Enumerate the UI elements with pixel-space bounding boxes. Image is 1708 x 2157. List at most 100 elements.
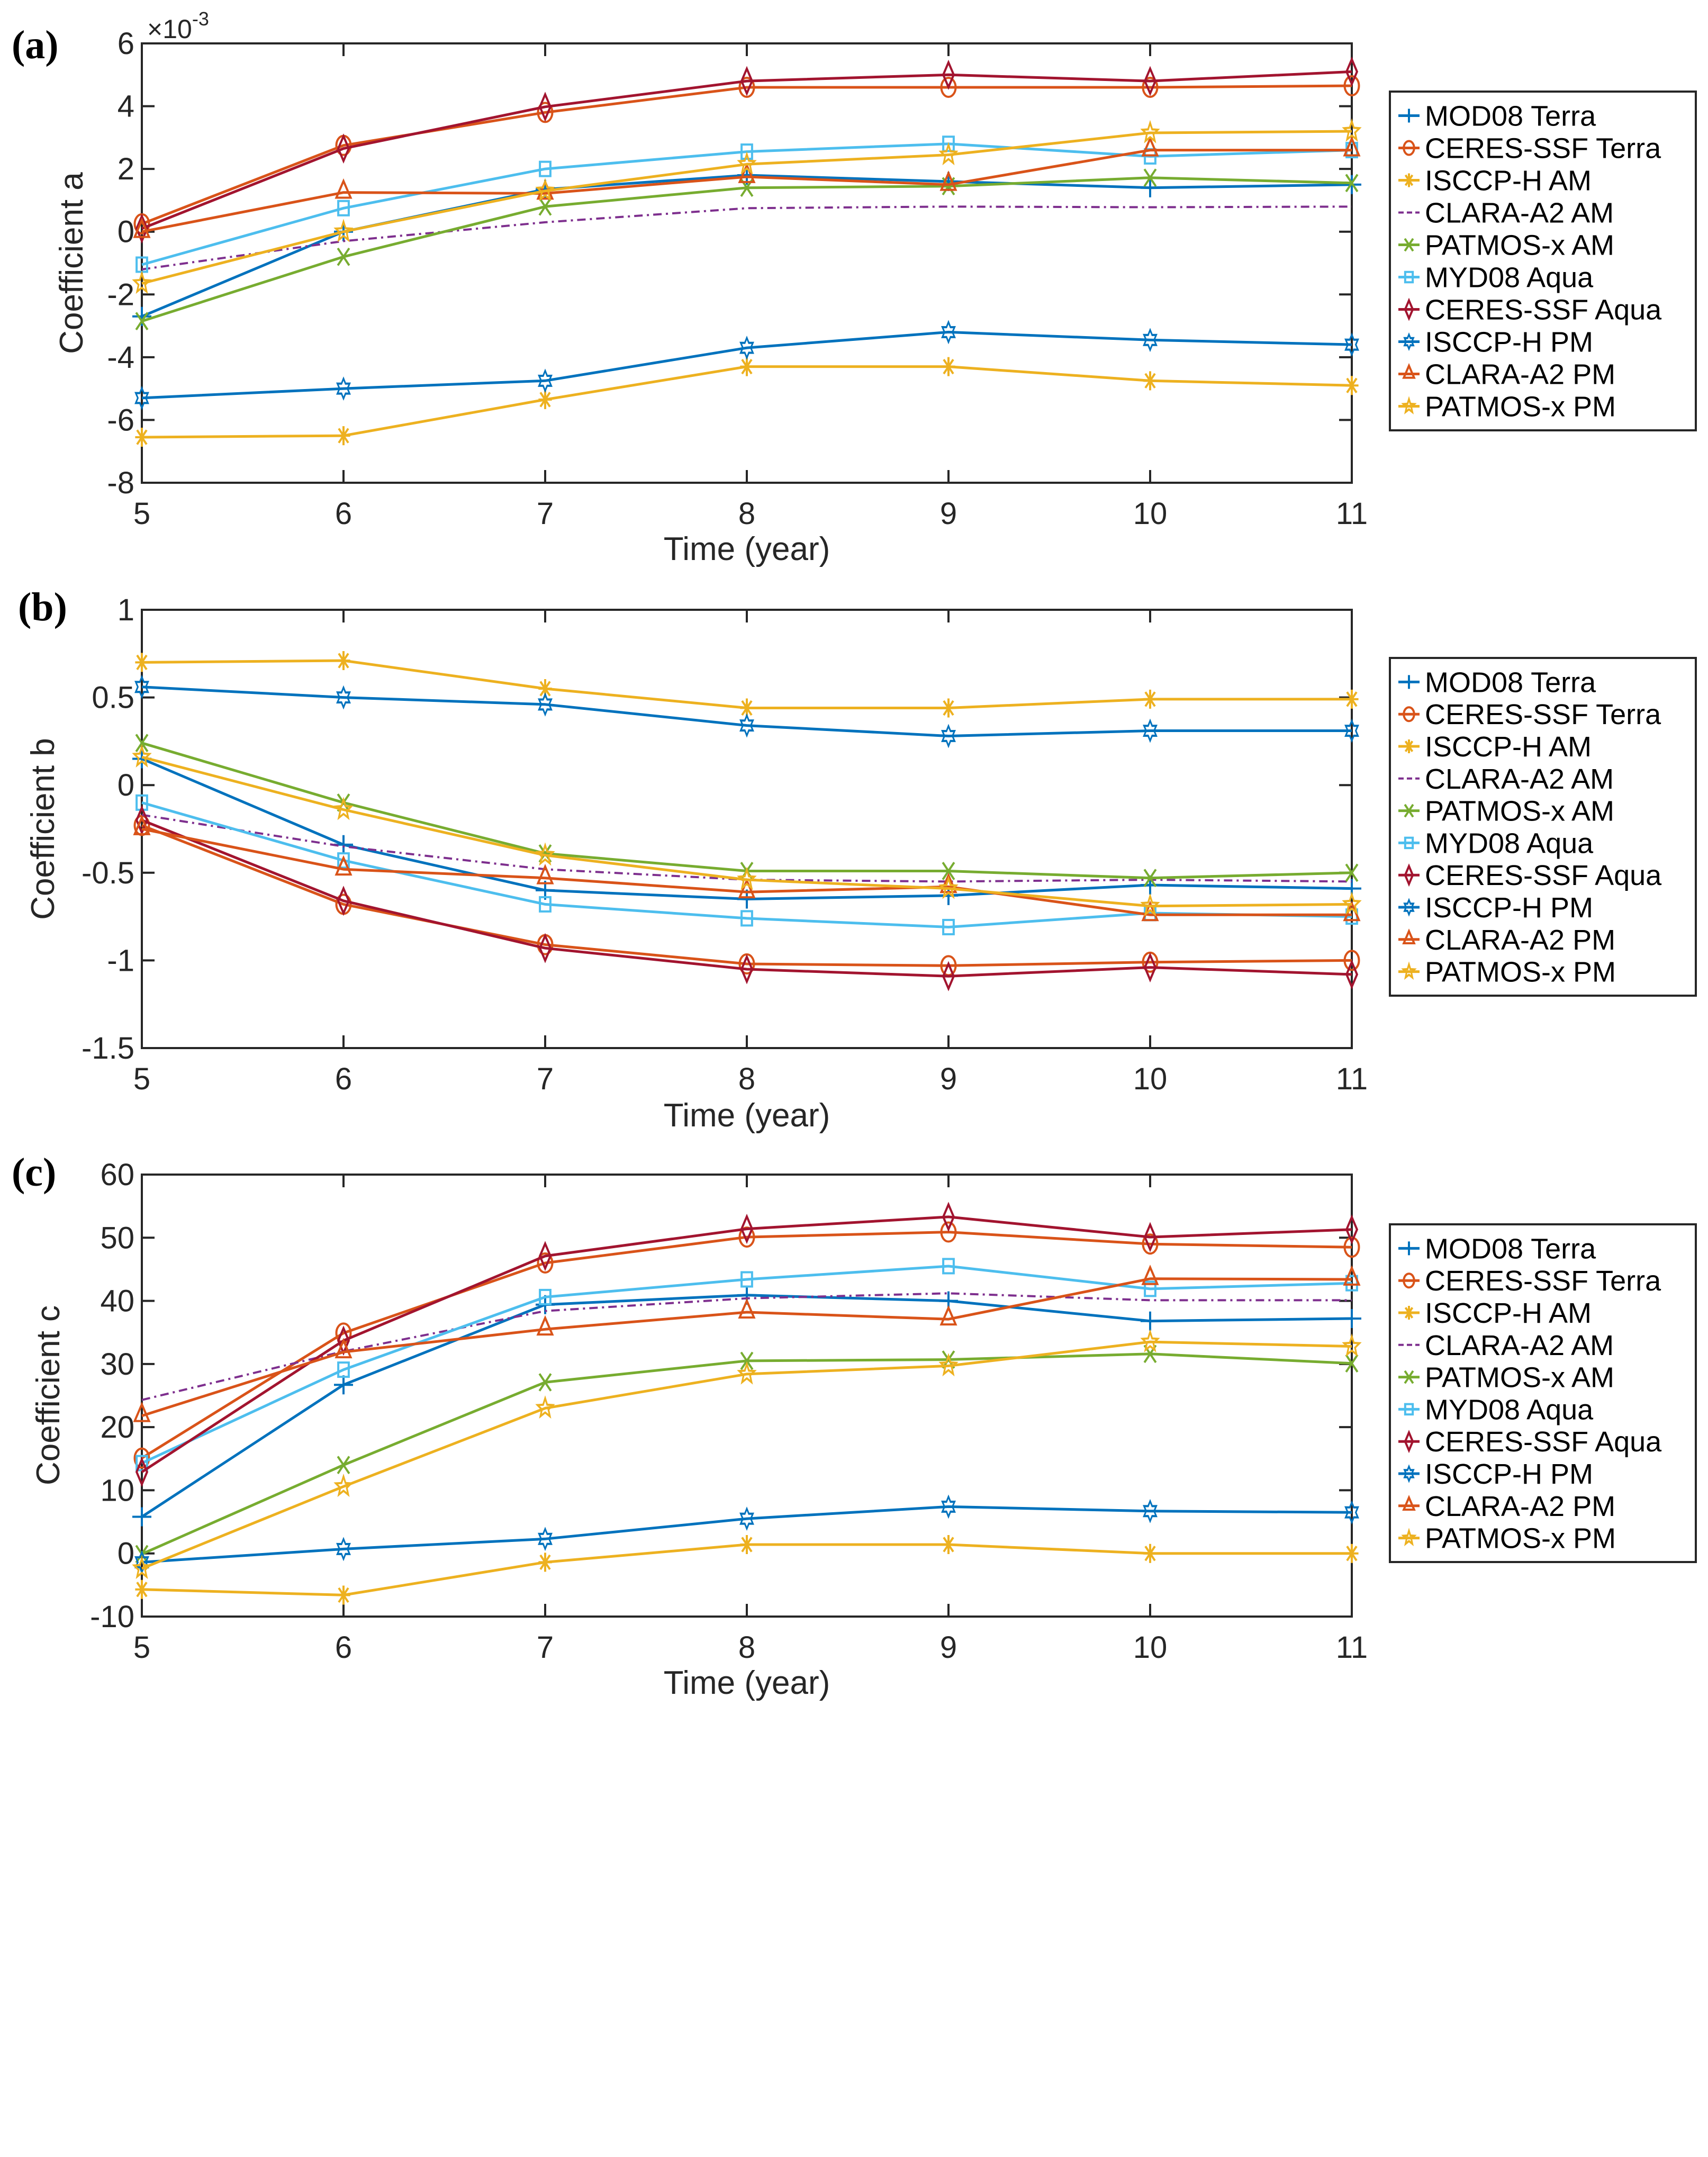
data-point-marker bbox=[132, 270, 152, 294]
legend-item: CLARA-A2 PM bbox=[1398, 359, 1615, 391]
data-point-marker bbox=[738, 163, 756, 183]
series-patmos-x-pm bbox=[132, 744, 1362, 917]
legend-item: PATMOS-x PM bbox=[1398, 956, 1616, 988]
data-point-marker bbox=[941, 1494, 956, 1519]
series-isccp-h-am bbox=[135, 651, 1359, 718]
legend-marker bbox=[1404, 1403, 1414, 1416]
data-point-marker bbox=[539, 160, 552, 177]
data-point-marker bbox=[942, 1202, 955, 1232]
data-point-marker bbox=[1343, 1237, 1360, 1258]
data-point-marker bbox=[942, 698, 955, 718]
y-tick-label: 50 bbox=[100, 1221, 134, 1255]
data-point-marker bbox=[538, 92, 552, 122]
data-point-marker bbox=[135, 312, 149, 330]
y-tick-label: 0 bbox=[118, 768, 134, 802]
series-line bbox=[141, 205, 1352, 270]
data-point-marker bbox=[1344, 718, 1359, 743]
data-point-marker bbox=[337, 886, 350, 916]
legend-marker bbox=[1403, 898, 1415, 917]
plot-area bbox=[141, 609, 1353, 1049]
y-tick-label: 20 bbox=[100, 1410, 134, 1445]
x-tick-label: 9 bbox=[940, 497, 957, 531]
legend-label: CLARA-A2 AM bbox=[1425, 1330, 1614, 1361]
data-point-marker bbox=[1140, 1329, 1160, 1352]
data-point-marker bbox=[135, 734, 149, 753]
data-point-marker bbox=[737, 151, 757, 175]
x-tick-label: 11 bbox=[1336, 1630, 1368, 1665]
y-tick-label: 30 bbox=[100, 1347, 134, 1382]
series-line bbox=[141, 330, 1352, 400]
data-point-marker bbox=[942, 136, 955, 152]
legend-label: ISCCP-H AM bbox=[1425, 165, 1592, 197]
data-point-marker bbox=[739, 336, 754, 360]
legend-item: MOD08 Terra bbox=[1398, 1233, 1596, 1265]
series-line bbox=[141, 70, 1352, 230]
series-line bbox=[141, 824, 1352, 967]
legend-marker bbox=[1401, 961, 1417, 980]
legend-item: PATMOS-x AM bbox=[1398, 230, 1614, 261]
data-point-marker bbox=[942, 357, 955, 376]
data-point-marker bbox=[538, 1241, 552, 1271]
data-point-marker bbox=[942, 862, 955, 880]
legend-label: CLARA-A2 AM bbox=[1425, 197, 1614, 229]
y-tick-label: 0.5 bbox=[92, 681, 134, 715]
data-point-marker bbox=[1143, 718, 1158, 743]
panel-label-a: (a) bbox=[12, 23, 59, 67]
legend-item: CLARA-A2 AM bbox=[1398, 763, 1614, 795]
data-point-marker bbox=[335, 855, 353, 876]
data-point-marker bbox=[1143, 1499, 1158, 1523]
legend-marker bbox=[1404, 1430, 1414, 1454]
legend-item: CERES-SSF Aqua bbox=[1398, 294, 1662, 326]
legend-marker bbox=[1404, 1370, 1414, 1384]
data-point-marker bbox=[1343, 1265, 1361, 1286]
y-tick-label: -0.5 bbox=[82, 856, 134, 890]
legend-item: ISCCP-H AM bbox=[1398, 165, 1592, 197]
series-line bbox=[141, 685, 1352, 737]
series-line bbox=[141, 1505, 1352, 1564]
data-point-marker bbox=[942, 918, 955, 935]
legend-marker bbox=[1403, 140, 1415, 156]
legend-label: ISCCP-H PM bbox=[1425, 327, 1593, 358]
data-point-marker bbox=[337, 200, 350, 216]
data-point-marker bbox=[740, 143, 753, 160]
series-line bbox=[141, 1277, 1352, 1418]
data-point-marker bbox=[1143, 869, 1157, 888]
data-point-marker bbox=[1345, 56, 1359, 87]
data-point-marker bbox=[538, 1553, 552, 1572]
legend-item: PATMOS-x PM bbox=[1398, 1523, 1616, 1555]
data-point-marker bbox=[1143, 952, 1157, 983]
y-tick-label: -4 bbox=[107, 340, 134, 375]
data-point-marker bbox=[538, 197, 552, 216]
legend-item: ISCCP-H PM bbox=[1398, 1458, 1593, 1490]
data-point-marker bbox=[1143, 168, 1157, 187]
data-point-marker bbox=[535, 178, 555, 202]
data-point-marker bbox=[334, 1375, 353, 1395]
data-point-marker bbox=[739, 1506, 754, 1531]
series-line bbox=[141, 84, 1352, 225]
x-tick-label: 7 bbox=[537, 1062, 554, 1096]
data-point-marker bbox=[337, 852, 350, 869]
data-point-marker bbox=[1345, 1214, 1359, 1245]
data-point-marker bbox=[336, 376, 351, 401]
legend-marker bbox=[1403, 706, 1415, 723]
legend-label: CLARA-A2 AM bbox=[1425, 763, 1614, 795]
x-tick-label: 6 bbox=[335, 497, 352, 531]
data-point-marker bbox=[1345, 174, 1359, 193]
legend-marker bbox=[1402, 928, 1416, 944]
series-line bbox=[141, 819, 1352, 978]
x-tick-label: 10 bbox=[1133, 1062, 1168, 1096]
data-point-marker bbox=[942, 1258, 955, 1275]
x-tick-label: 8 bbox=[738, 1062, 755, 1096]
legend-item: CERES-SSF Aqua bbox=[1398, 860, 1662, 891]
data-point-marker bbox=[539, 896, 552, 913]
series-line bbox=[141, 827, 1352, 916]
data-point-marker bbox=[337, 426, 350, 446]
series-line bbox=[141, 1231, 1352, 1459]
data-point-marker bbox=[1344, 332, 1359, 357]
data-point-marker bbox=[1343, 950, 1360, 971]
x-tick-label: 11 bbox=[1336, 497, 1368, 531]
legend-label: CLARA-A2 PM bbox=[1425, 1491, 1615, 1522]
legend-item: ISCCP-H AM bbox=[1398, 1297, 1592, 1329]
